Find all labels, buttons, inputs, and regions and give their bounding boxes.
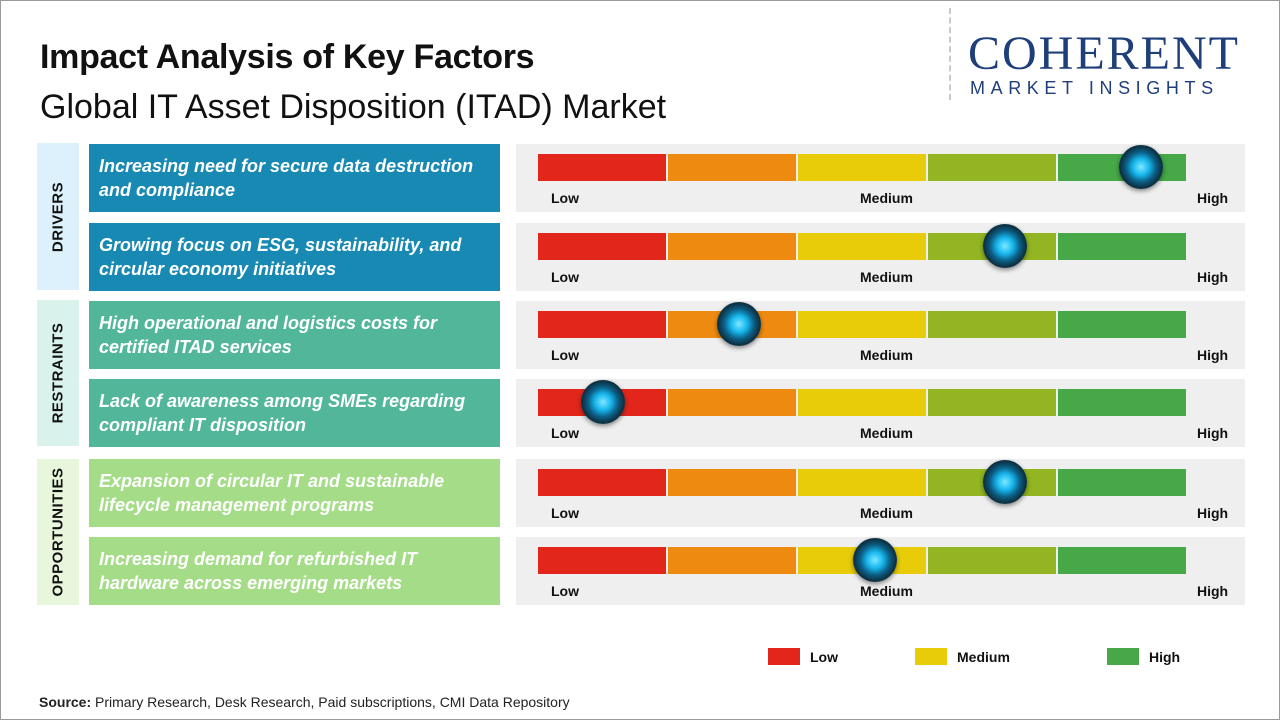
logo-divider (949, 8, 951, 100)
scale-label-medium: Medium (860, 190, 913, 206)
scale-segment (538, 233, 666, 260)
scale-segment (1058, 389, 1186, 416)
impact-marker (1118, 145, 1163, 189)
scale-segment (798, 233, 926, 260)
scale-label-medium: Medium (860, 583, 913, 599)
source-label: Source: (39, 694, 92, 710)
source-note: Source: Primary Research, Desk Research,… (39, 694, 570, 710)
impact-gauge: Low Medium High (516, 223, 1245, 291)
scale-segment (798, 154, 926, 181)
scale-segment (668, 469, 796, 496)
legend-item-medium: Medium (915, 648, 1010, 665)
logo-wordmark: COHERENT (968, 27, 1240, 80)
legend-swatch (915, 648, 947, 665)
impact-marker (716, 302, 761, 346)
scale-segment (538, 469, 666, 496)
scale-label-low: Low (551, 269, 579, 285)
factor-label: High operational and logistics costs for… (99, 313, 438, 357)
page-title: Impact Analysis of Key Factors (40, 38, 535, 76)
category-label: RESTRAINTS (49, 322, 67, 424)
scale-label-low: Low (551, 425, 579, 441)
scale-label-high: High (1197, 505, 1229, 521)
scale-label-medium: Medium (860, 269, 913, 285)
factor-label: Growing focus on ESG, sustainability, an… (99, 235, 462, 279)
factor-label: Increasing demand for refurbished IT har… (99, 549, 418, 593)
legend-label: High (1149, 648, 1181, 665)
scale-segment (668, 154, 796, 181)
legend-item-low: Low (768, 648, 838, 665)
factor-box: Expansion of circular IT and sustainable… (89, 459, 500, 527)
scale-label-low: Low (551, 190, 579, 206)
scale-segment (928, 389, 1056, 416)
scale-segment (798, 311, 926, 338)
factor-label: Lack of awareness among SMEs regarding c… (99, 391, 466, 435)
page-subtitle: Global IT Asset Disposition (ITAD) Marke… (40, 88, 667, 126)
factor-box: Increasing demand for refurbished IT har… (89, 537, 500, 605)
scale-label-low: Low (551, 505, 579, 521)
impact-gauge: Low Medium High (516, 144, 1245, 212)
factor-box: Increasing need for secure data destruct… (89, 144, 500, 212)
factor-box: Growing focus on ESG, sustainability, an… (89, 223, 500, 291)
legend-label: Low (810, 648, 838, 665)
scale-segment (668, 547, 796, 574)
scale-label-low: Low (551, 347, 579, 363)
category-restraints: RESTRAINTS (37, 300, 79, 446)
category-drivers: DRIVERS (37, 143, 79, 290)
scale-label-high: High (1197, 347, 1229, 363)
scale-segment (928, 154, 1056, 181)
impact-marker (982, 224, 1027, 268)
category-label: DRIVERS (49, 181, 67, 252)
scale-segment (798, 469, 926, 496)
legend-label: Medium (957, 648, 1010, 665)
source-text: Primary Research, Desk Research, Paid su… (95, 694, 570, 710)
scale-segment (928, 311, 1056, 338)
scale-label-high: High (1197, 583, 1229, 599)
category-opportunities: OPPORTUNITIES (37, 459, 79, 605)
scale-label-high: High (1197, 269, 1229, 285)
scale-segment (928, 547, 1056, 574)
impact-marker (982, 460, 1027, 504)
factor-box: High operational and logistics costs for… (89, 301, 500, 369)
category-label: OPPORTUNITIES (49, 467, 67, 597)
scale-segment (1058, 233, 1186, 260)
scale-segment (1058, 469, 1186, 496)
scale-label-high: High (1197, 190, 1229, 206)
legend-item-high: High (1107, 648, 1180, 665)
scale-segment (1058, 547, 1186, 574)
factor-box: Lack of awareness among SMEs regarding c… (89, 379, 500, 447)
scale-segment (1058, 311, 1186, 338)
legend-swatch (768, 648, 800, 665)
legend-swatch (1107, 648, 1139, 665)
impact-gauge: Low Medium High (516, 301, 1245, 369)
scale-segment (668, 389, 796, 416)
scale-label-medium: Medium (860, 505, 913, 521)
impact-gauge: Low Medium High (516, 379, 1245, 447)
impact-marker (580, 380, 625, 424)
impact-gauge: Low Medium High (516, 537, 1245, 605)
scale-label-high: High (1197, 425, 1229, 441)
logo-tagline: MARKET INSIGHTS (970, 78, 1219, 98)
scale-segment (538, 547, 666, 574)
scale-segment (538, 154, 666, 181)
factor-label: Increasing need for secure data destruct… (99, 156, 474, 200)
scale-segment (538, 311, 666, 338)
scale-label-medium: Medium (860, 347, 913, 363)
scale-segment (668, 233, 796, 260)
scale-segment (798, 389, 926, 416)
scale-label-low: Low (551, 583, 579, 599)
impact-gauge: Low Medium High (516, 459, 1245, 527)
impact-marker (852, 538, 897, 582)
company-logo: COHERENT MARKET INSIGHTS (968, 28, 1268, 100)
factor-label: Expansion of circular IT and sustainable… (99, 471, 445, 515)
scale-label-medium: Medium (860, 425, 913, 441)
